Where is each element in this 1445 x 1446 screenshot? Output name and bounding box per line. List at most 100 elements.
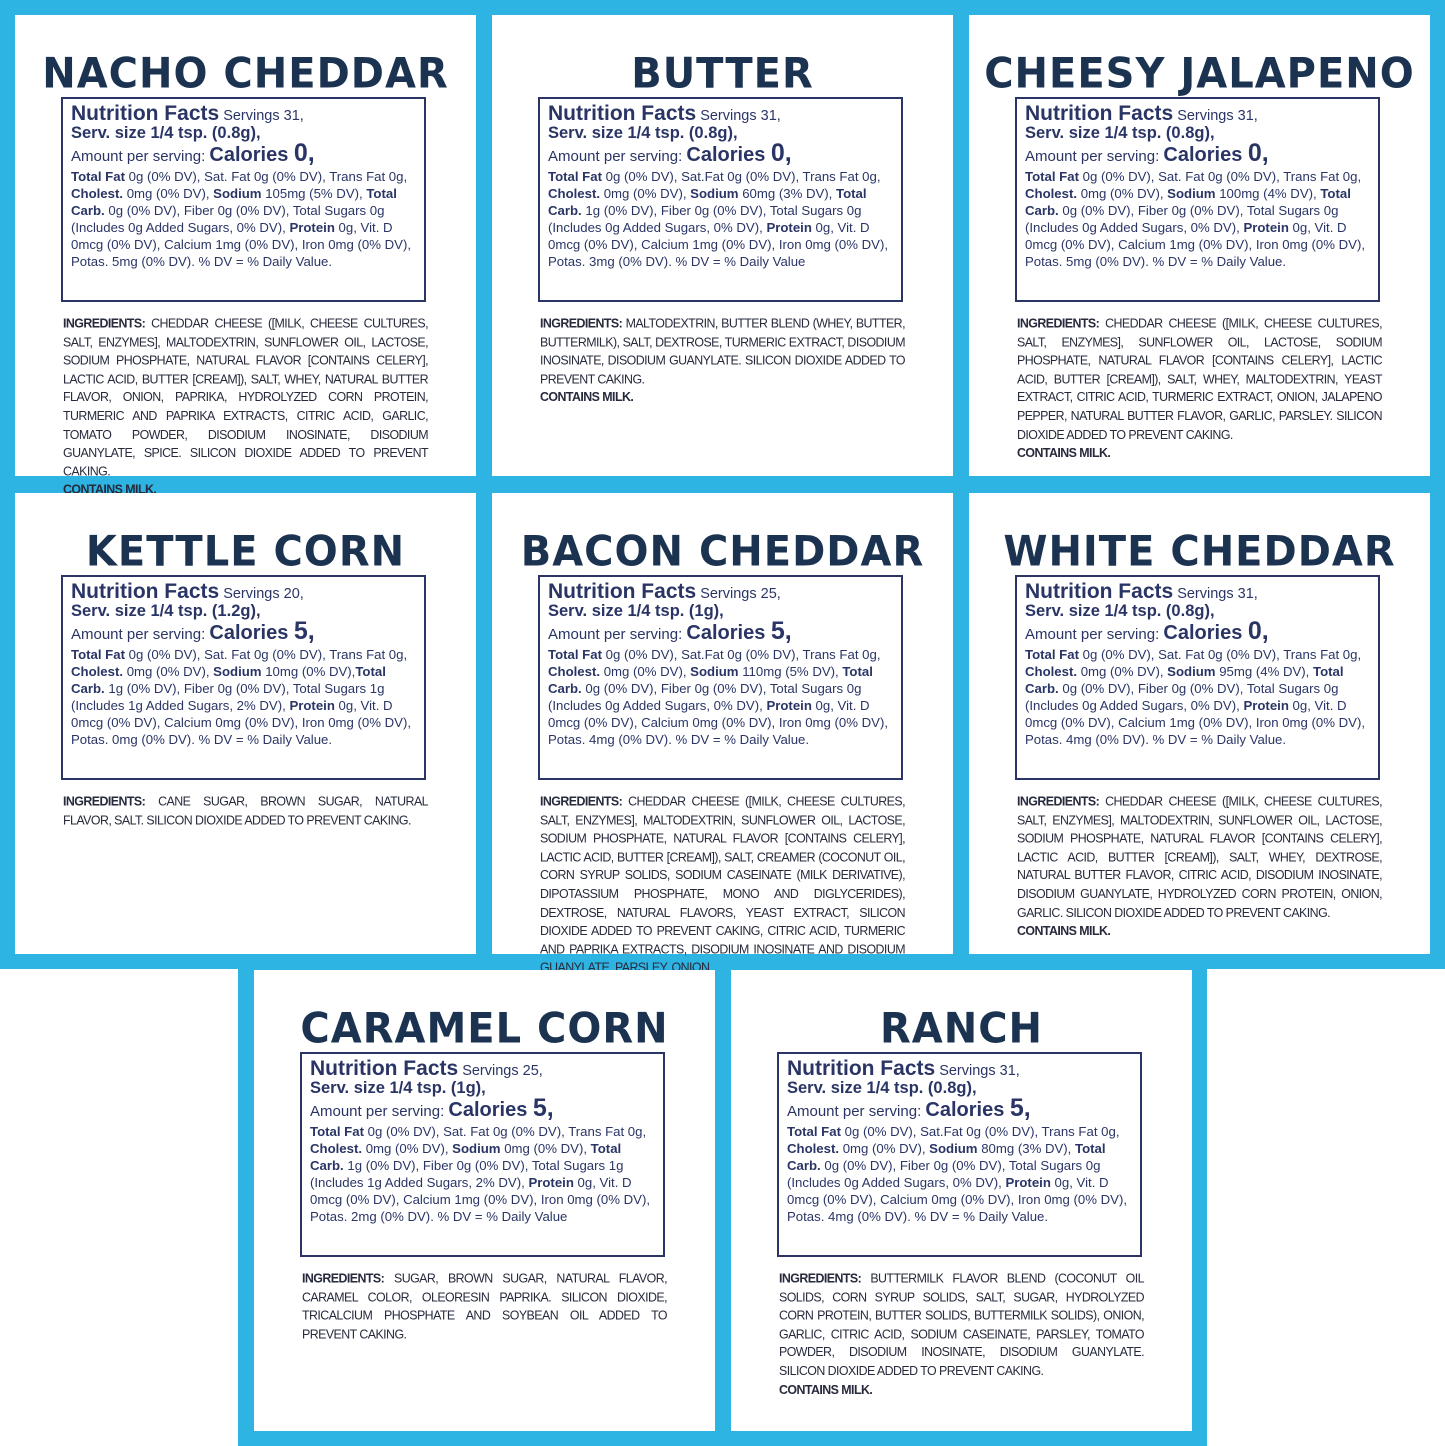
calories: Calories 0,	[1163, 619, 1268, 645]
nutrient-label: Cholest.	[548, 664, 601, 679]
flavor-title: RANCH	[879, 1004, 1044, 1054]
nutrient-label: Total Fat	[548, 169, 602, 184]
ingredients-text: CHEDDAR CHEESE ([MILK, CHEESE CULTURES, …	[63, 316, 429, 479]
nutrient-details: Total Fat 0g (0% DV), Sat.Fat 0g (0% DV)…	[548, 168, 901, 270]
nutrition-facts-heading: Nutrition Facts	[548, 102, 697, 125]
nutrient-label: Total Carb.	[310, 1141, 622, 1173]
calories-value: 0,	[770, 139, 792, 167]
label-panel: RANCH Nutrition Facts Servings 31, Serv. s…	[731, 970, 1192, 1431]
ingredients: INGREDIENTS: CANE SUGAR, BROWN SUGAR, NA…	[63, 793, 429, 830]
nutrient-label: Cholest.	[310, 1141, 363, 1156]
flavor-title: CARAMEL CORN	[300, 1004, 669, 1054]
serving-size: Serv. size 1/4 tsp. (1g),	[548, 602, 724, 620]
nutrient-label: Sodium	[690, 186, 739, 201]
nutrient-label: Protein	[1243, 698, 1289, 713]
nutrient-text: 0mg (0% DV),	[600, 186, 691, 201]
nutrient-label: Protein	[528, 1175, 574, 1190]
servings: Servings 31,	[1173, 108, 1258, 124]
ingredients-text: CHEDDAR CHEESE ([MILK, CHEESE CULTURES, …	[540, 794, 906, 976]
nutrient-text: 0mg (0% DV),	[600, 664, 691, 679]
ingredients-text: SUGAR, BROWN SUGAR, NATURAL FLAVOR, CARA…	[302, 1271, 668, 1342]
serving-size: Serv. size 1/4 tsp. (0.8g),	[1025, 602, 1215, 620]
calories-value: 5,	[770, 617, 792, 645]
servings: Servings 20,	[219, 586, 304, 602]
nutrient-label: Cholest.	[71, 664, 124, 679]
servings: Servings 31,	[696, 108, 781, 124]
calories-line: Amount per serving: Calories 0,	[548, 139, 901, 168]
servings: Servings 31,	[219, 108, 304, 124]
flavor-title: WHITE CHEDDAR	[1003, 527, 1396, 577]
nutrient-text: 95mg (4% DV),	[1215, 664, 1314, 679]
nutrient-text: 0g, Vit. D 0mcg (0% DV), Calcium 0mg (0%…	[548, 698, 889, 747]
amount-per-serving: Amount per serving:	[548, 626, 687, 643]
ingredients-text: BUTTERMILK FLAVOR BLEND (COCONUT OIL SOL…	[779, 1271, 1145, 1379]
serving-size: Serv. size 1/4 tsp. (0.8g),	[1025, 124, 1215, 142]
serving-size: Serv. size 1/4 tsp. (1.2g),	[71, 602, 261, 620]
calories-line: Amount per serving: Calories 0,	[1025, 619, 1378, 646]
servings: Servings 25,	[696, 586, 781, 602]
calories: Calories 5,	[925, 1096, 1030, 1122]
calories-value: 0,	[1247, 139, 1269, 167]
nutrient-text: 0g (0% DV), Fiber 0g (0% DV), Total Suga…	[548, 681, 862, 713]
nutrient-label: Total Carb.	[787, 1141, 1106, 1173]
nutrient-label: Cholest.	[548, 186, 601, 201]
nutrition-facts-heading: Nutrition Facts	[548, 580, 697, 603]
nutrient-label: Protein	[1243, 220, 1289, 235]
nutrient-label: Protein	[289, 698, 335, 713]
label-panel: CARAMEL CORN Nutrition Facts Servings 25,…	[254, 970, 715, 1431]
nutrient-text: 0g (0% DV), Sat. Fat 0g (0% DV), Trans F…	[124, 647, 408, 662]
nutrient-label: Total Carb.	[1025, 186, 1351, 218]
nutrient-label: Sodium	[452, 1141, 501, 1156]
calories-label: Calories	[1163, 144, 1248, 166]
calories-label: Calories	[925, 1099, 1010, 1121]
label-panel: BUTTER Nutrition Facts Servings 31, Serv. …	[492, 15, 953, 476]
nutrition-facts-box: Nutrition Facts Servings 20, Serv. size 1…	[61, 575, 426, 780]
nutrient-text: 110mg (5% DV),	[738, 664, 843, 679]
nutrient-details: Total Fat 0g (0% DV), Sat. Fat 0g (0% DV…	[1025, 646, 1378, 748]
calories: Calories 0,	[209, 141, 314, 167]
calories-value: 5,	[293, 617, 315, 645]
nutrient-details: Total Fat 0g (0% DV), Sat. Fat 0g (0% DV…	[310, 1123, 663, 1225]
nutrient-label: Total Fat	[1025, 647, 1079, 662]
nutrient-details: Total Fat 0g (0% DV), Sat.Fat 0g (0% DV)…	[548, 646, 901, 748]
amount-per-serving: Amount per serving:	[1025, 626, 1164, 643]
nutrition-facts-box: Nutrition Facts Servings 25, Serv. size 1…	[300, 1052, 665, 1257]
calories-line: Amount per serving: Calories 5,	[548, 617, 901, 646]
nutrient-text: 0g (0% DV), Fiber 0g (0% DV), Total Suga…	[1025, 203, 1339, 235]
serving-size: Serv. size 1/4 tsp. (0.8g),	[787, 1079, 977, 1097]
nutrient-details: Total Fat 0g (0% DV), Sat. Fat 0g (0% DV…	[71, 168, 424, 270]
nutrient-label: Total Fat	[71, 169, 125, 184]
nutrient-text: 0mg (0% DV),	[123, 186, 214, 201]
nutrient-text: 105mg (5% DV),	[261, 186, 367, 201]
nutrient-text: 1g (0% DV), Fiber 0g (0% DV), Total Suga…	[310, 1158, 624, 1190]
nutrient-label: Total Fat	[787, 1124, 841, 1139]
ingredients-text: CHEDDAR CHEESE ([MILK, CHEESE CULTURES, …	[1017, 794, 1383, 920]
calories-value: 0,	[1247, 617, 1269, 645]
nutrition-facts-box: Nutrition Facts Servings 31, Serv. size 1…	[61, 97, 426, 302]
nutrition-header: Nutrition Facts Servings 31,	[71, 103, 424, 125]
serving-size: Serv. size 1/4 tsp. (0.8g),	[71, 124, 261, 142]
nutrient-label: Sodium	[690, 664, 739, 679]
nutrient-text: 0g (0% DV), Sat.Fat 0g (0% DV), Trans Fa…	[601, 647, 881, 662]
nutrient-text: 0g, Vit. D 0mcg (0% DV), Calcium 0mg (0%…	[71, 698, 412, 747]
ingredients: INGREDIENTS: CHEDDAR CHEESE ([MILK, CHEE…	[1017, 315, 1383, 463]
nutrient-label: Cholest.	[1025, 186, 1078, 201]
ingredients: INGREDIENTS: CHEDDAR CHEESE ([MILK, CHEE…	[1017, 793, 1383, 941]
allergen-statement: CONTAINS MILK.	[1017, 445, 1111, 461]
nutrient-text: 0mg (0% DV),	[839, 1141, 930, 1156]
calories-line: Amount per serving: Calories 5,	[310, 1096, 663, 1123]
nutrient-label: Protein	[1005, 1175, 1051, 1190]
amount-per-serving: Amount per serving:	[1025, 148, 1164, 165]
ingredients: INGREDIENTS: CHEDDAR CHEESE ([MILK, CHEE…	[540, 793, 906, 996]
nutrition-facts-box: Nutrition Facts Servings 25, Serv. size 1…	[538, 575, 903, 780]
calories-label: Calories	[448, 1099, 533, 1121]
nutrient-text: 0g, Vit. D 0mcg (0% DV), Calcium 0mg (0%…	[787, 1175, 1128, 1224]
nutrition-facts-heading: Nutrition Facts	[71, 580, 220, 603]
nutrient-label: Total Carb.	[1025, 664, 1344, 696]
nutrition-header: Nutrition Facts Servings 31,	[1025, 581, 1378, 603]
ingredients-label: INGREDIENTS:	[540, 794, 623, 809]
calories-line: Amount per serving: Calories 0,	[71, 141, 424, 168]
nutrient-details: Total Fat 0g (0% DV), Sat. Fat 0g (0% DV…	[71, 646, 424, 748]
serving-size: Serv. size 1/4 tsp. (1g),	[310, 1079, 486, 1097]
allergen-statement: CONTAINS MILK.	[1017, 923, 1111, 939]
